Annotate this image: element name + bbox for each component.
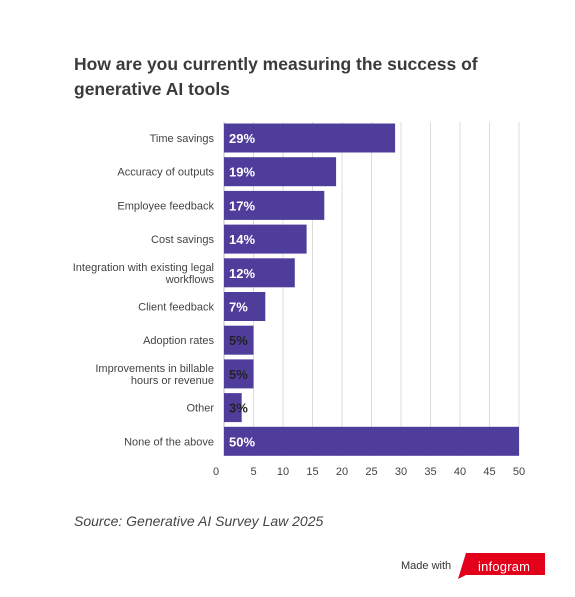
category-label: Client feedback: [138, 302, 214, 314]
category-label: Cost savings: [151, 234, 214, 246]
infogram-badge-shape: [458, 553, 545, 579]
bar: [224, 393, 242, 423]
x-tick-label: 45: [483, 466, 495, 478]
chart-title: How are you currently measuring the succ…: [74, 54, 478, 99]
made-with-label: Made with: [401, 560, 452, 572]
category-label: Adoption rates: [143, 335, 214, 347]
x-tick-label: 50: [513, 466, 525, 478]
category-label: Other: [186, 403, 214, 415]
x-tick-label: 40: [454, 466, 466, 478]
data-label: 5%: [229, 367, 248, 382]
x-tick-label: 25: [365, 466, 377, 478]
data-label: 29%: [229, 131, 255, 146]
x-tick-label: 15: [306, 466, 318, 478]
x-tick-label: 0: [213, 466, 219, 478]
x-tick-label: 10: [277, 466, 289, 478]
category-label: Employee feedback: [117, 200, 214, 212]
data-label: 50%: [229, 434, 255, 449]
infogram-logo[interactable]: infogram: [456, 553, 545, 579]
bar: [224, 325, 254, 355]
bar: [224, 190, 325, 220]
infogram-wordmark: infogram: [478, 559, 531, 574]
data-label: 17%: [229, 198, 255, 213]
x-tick-label: 35: [424, 466, 436, 478]
category-label: Improvements in billable hours or revenue: [95, 363, 214, 387]
bar: [224, 123, 396, 153]
bar: [224, 292, 266, 321]
data-label: 14%: [229, 232, 255, 247]
category-label: Accuracy of outputs: [117, 167, 214, 179]
data-label: 5%: [229, 333, 248, 348]
bar: [224, 426, 519, 456]
bar: [224, 359, 254, 389]
data-label: 7%: [229, 300, 248, 315]
data-label: 12%: [229, 266, 255, 281]
x-tick-label: 20: [336, 466, 348, 478]
data-label: 19%: [229, 165, 255, 180]
bar: [224, 157, 337, 187]
category-label: Time savings: [150, 133, 215, 145]
x-tick-label: 5: [250, 466, 256, 478]
category-label: None of the above: [124, 436, 214, 448]
bar-chart: 0 5 10 15 20 25 30 35 40 45 50 Time savings 29% Accur…: [73, 122, 525, 478]
source-note: Source: Generative AI Survey Law 2025: [74, 513, 324, 529]
x-tick-label: 30: [395, 466, 407, 478]
bar: [224, 224, 307, 254]
data-label: 3%: [229, 401, 248, 416]
bar: [224, 258, 295, 288]
category-label: Integration with existing legal workflows: [73, 262, 215, 286]
